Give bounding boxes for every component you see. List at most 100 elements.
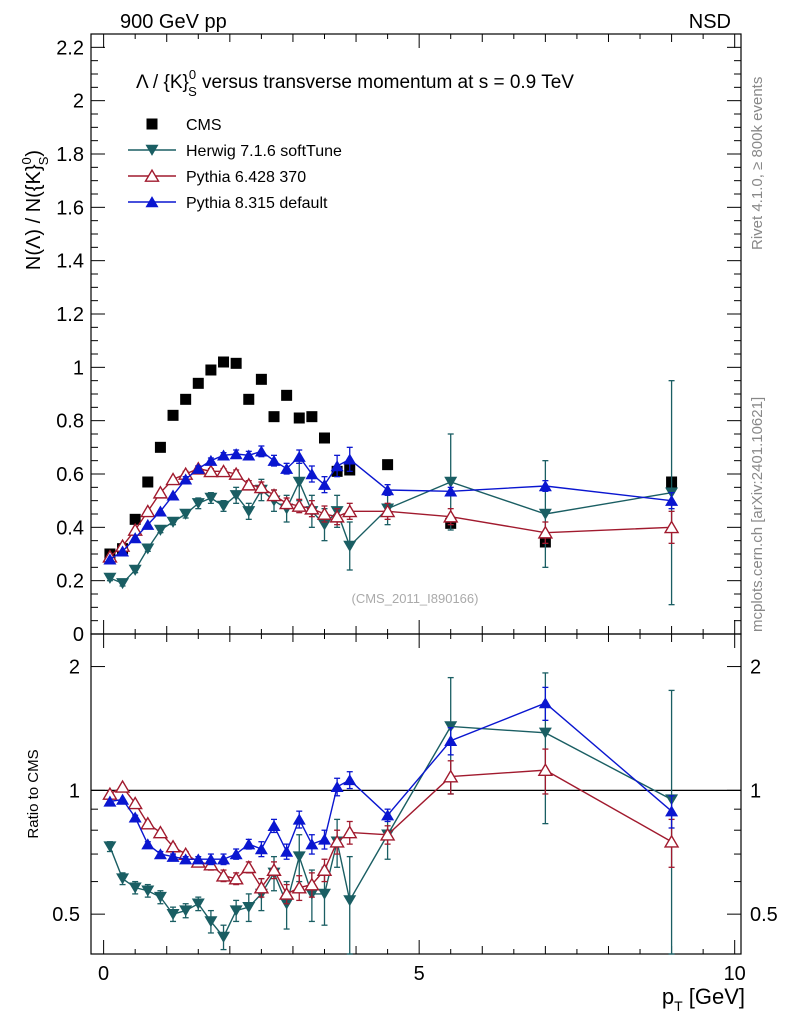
herwig-point <box>444 476 458 488</box>
pythia6-point <box>291 498 307 512</box>
pythia8-point <box>153 505 167 517</box>
pythia6-point <box>241 860 257 874</box>
cms-point <box>142 476 154 488</box>
ratio-y-tick-label: 0.5 <box>52 904 80 926</box>
pythia8-point <box>204 454 218 466</box>
pythia6-point <box>442 509 459 523</box>
pythia6-point <box>537 525 554 539</box>
header-left: 900 GeV pp <box>120 11 227 33</box>
legend: CMS Herwig 7.1.6 softTune Pythia 6.428 3… <box>128 117 342 212</box>
cms-point <box>218 356 230 368</box>
main-y-axis-label: N(Λ) / N({K}0 S) <box>19 150 51 270</box>
mcplots-label: mcplots.cern.ch [arXiv:2401.10621] <box>749 397 766 632</box>
herwig-point <box>116 873 130 885</box>
herwig-point <box>343 895 357 907</box>
pythia6-point <box>278 496 295 510</box>
ratio-y-axis-label: Ratio to CMS <box>25 749 42 838</box>
herwig-point <box>153 524 167 536</box>
pythia8-point <box>292 813 306 825</box>
pythia8-point <box>103 553 117 565</box>
legend-marker-pythia6 <box>144 168 160 182</box>
herwig-point <box>103 572 117 584</box>
cms-point <box>192 377 204 389</box>
y-tick-label: 1.4 <box>56 251 84 273</box>
pythia8-point <box>444 734 458 746</box>
main-panel: 0 0.2 0.4 0.6 0.8 1 1.2 1.4 1.6 1.8 2 2.2 Λ / {K}0 S… <box>56 33 742 646</box>
cms-point <box>205 364 217 376</box>
pythia8-point <box>166 489 180 501</box>
ratio-y-tick-label: 2 <box>69 657 80 679</box>
herwig-point <box>191 898 205 910</box>
cms-point <box>255 373 267 385</box>
cms-point <box>382 459 394 471</box>
herwig-point <box>242 901 256 913</box>
herwig-point <box>538 508 552 520</box>
pythia6-point <box>253 480 270 494</box>
herwig-point <box>317 888 331 900</box>
pythia6-point <box>241 477 257 491</box>
ratio-axis-ticks: 0 5 10 0.5 0.5 1 1 2 2 <box>52 634 778 985</box>
pythia8-point <box>305 468 319 480</box>
herwig-point <box>103 841 117 853</box>
series-herwig <box>103 672 679 955</box>
y-tick-label: 2 <box>73 91 84 113</box>
pythia8-point <box>103 795 117 807</box>
pythia6-point <box>329 509 345 523</box>
pythia8-point <box>267 454 281 466</box>
pythia6-point <box>228 871 244 885</box>
pythia6-point <box>114 779 131 793</box>
pythia8-point <box>141 838 155 850</box>
pythia6-point <box>316 506 333 520</box>
pythia8-point <box>280 462 294 474</box>
pythia6-point <box>663 834 680 848</box>
legend-label-cms: CMS <box>186 117 222 134</box>
y-tick-label: 1.2 <box>56 304 84 326</box>
pythia8-point <box>217 853 231 865</box>
ratio-y-tick-label-right: 0.5 <box>750 904 778 926</box>
pythia8-point <box>665 494 679 506</box>
pythia8-point <box>343 453 357 465</box>
ratio-frame <box>90 633 742 955</box>
y-tick-label: 1.8 <box>56 144 84 166</box>
herwig-point <box>128 882 142 894</box>
pythia6-point <box>140 816 156 830</box>
legend-marker-herwig <box>145 144 159 156</box>
pythia6-point <box>442 769 459 783</box>
pythia6-point <box>379 504 396 518</box>
pythia6-point <box>228 466 244 480</box>
legend-marker-pythia8 <box>145 196 159 208</box>
herwig-point <box>116 578 130 590</box>
pythia8-point <box>242 449 256 461</box>
pythia8-point <box>317 478 331 490</box>
herwig-point <box>153 891 167 903</box>
y-tick-label: 2.2 <box>56 37 84 59</box>
pythia8-point <box>254 843 268 855</box>
pythia6-point <box>152 485 169 499</box>
cms-point <box>230 357 242 369</box>
y-tick-label: 0.2 <box>56 571 84 593</box>
herwig-point <box>179 905 193 917</box>
pythia6-line <box>109 769 672 895</box>
pythia6-point <box>152 825 169 839</box>
herwig-point <box>204 492 218 504</box>
plot-title: Λ / {K}0 S versus transverse momentum at … <box>136 67 574 99</box>
herwig-point <box>343 540 357 552</box>
pythia6-point <box>537 762 554 777</box>
legend-markers <box>128 118 176 208</box>
pythia6-point <box>266 488 282 502</box>
pythia8-point <box>538 480 552 492</box>
pythia6-point <box>342 825 358 839</box>
herwig-point <box>141 543 155 555</box>
herwig-point <box>217 500 231 512</box>
header-right: NSD <box>689 11 731 33</box>
pythia8-point <box>153 848 167 860</box>
legend-marker-cms <box>146 118 158 130</box>
pythia8-point <box>330 780 344 793</box>
pythia8-point <box>128 532 142 544</box>
pythia8-point <box>267 819 281 831</box>
herwig-point <box>204 916 218 928</box>
ratio-y-tick-label: 1 <box>69 780 80 802</box>
pythia8-point <box>665 805 679 817</box>
series-pythia8 <box>103 445 679 565</box>
legend-label-herwig: Herwig 7.1.6 softTune <box>186 143 342 160</box>
